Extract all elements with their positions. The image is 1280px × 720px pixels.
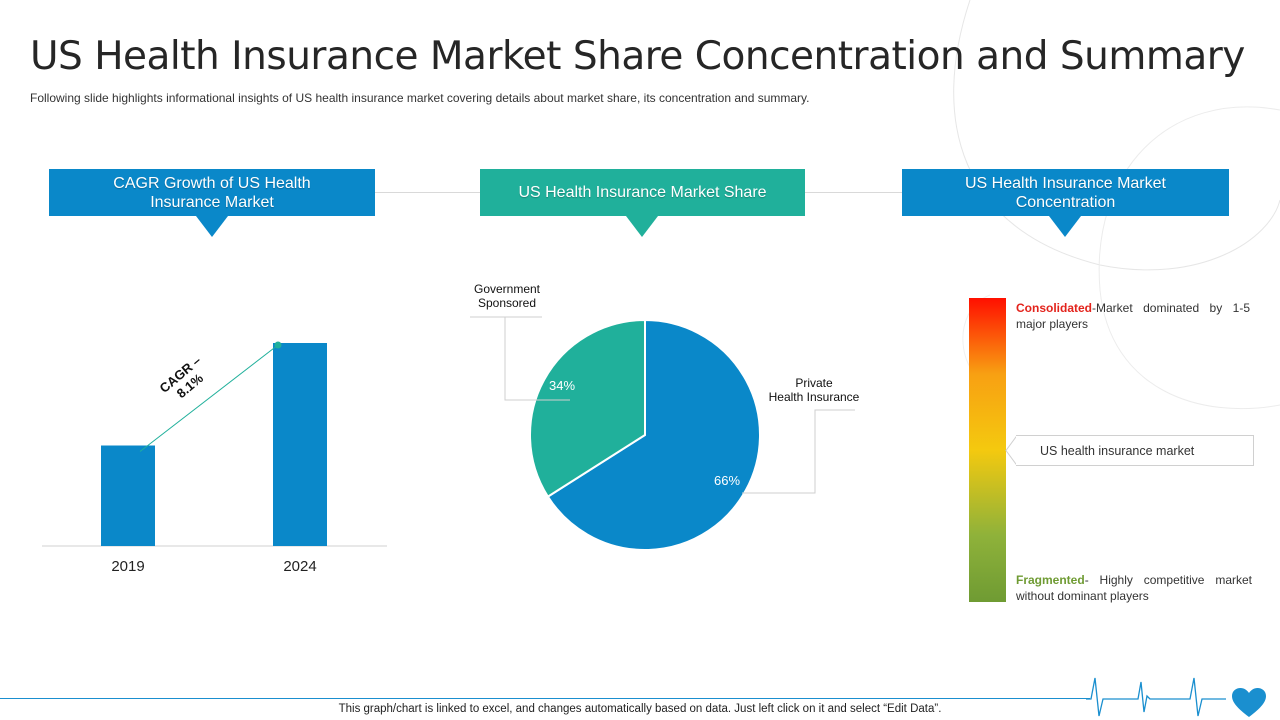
cagr-header: CAGR Growth of US Health Insurance Marke…	[49, 169, 375, 216]
share-header: US Health Insurance Market Share	[480, 169, 805, 216]
cagr-bar-chart: 2019 2024	[42, 341, 387, 575]
cagr-header-pointer	[196, 216, 228, 237]
header-connector	[375, 192, 480, 193]
cagr-header-label: CAGR Growth of US Health Insurance Marke…	[113, 174, 311, 211]
fragmented-text: - Highly competitive market without domi…	[1016, 573, 1252, 603]
pie-percent-label: 66%	[714, 473, 740, 488]
fragmented-label: Fragmented	[1016, 573, 1085, 587]
fragmented-description: Fragmented- Highly competitive market wi…	[1016, 572, 1252, 604]
leader-line-private	[742, 409, 855, 494]
consolidated-text: -Market dominated by 1-5 major players	[1016, 301, 1250, 331]
bar-2024	[273, 343, 327, 546]
pie-slice-private-health-insurance	[546, 318, 761, 551]
footer-divider	[0, 698, 1090, 699]
page-subtitle: Following slide highlights informational…	[30, 91, 810, 105]
heart-icon	[1232, 688, 1266, 717]
concentration-header-label: US Health Insurance Market Concentration	[965, 174, 1166, 211]
consolidated-label: Consolidated	[1016, 301, 1093, 315]
consolidated-description: Consolidated-Market dominated by 1-5 maj…	[1016, 300, 1250, 332]
market-marker-label: US health insurance market	[1040, 443, 1195, 458]
cagr-trend-line	[139, 344, 279, 452]
bar-2019	[101, 445, 155, 546]
header-connector	[805, 192, 902, 193]
x-tick-label: 2019	[111, 558, 144, 575]
heartbeat-icon	[1086, 677, 1226, 717]
cagr-trend-point	[274, 341, 282, 349]
x-tick-label: 2024	[283, 558, 316, 575]
pie-label-private: Private Health Insurance	[768, 376, 860, 404]
footer-note: This graph/chart is linked to excel, and…	[338, 703, 942, 715]
pie-label-government: Government Sponsored	[473, 282, 541, 310]
pie-percent-label: 34%	[549, 378, 575, 393]
share-header-label: US Health Insurance Market Share	[518, 184, 767, 201]
pie-slice-government-sponsored	[529, 318, 646, 499]
concentration-header-pointer	[1049, 216, 1081, 237]
share-header-pointer	[626, 216, 658, 237]
market-marker-callout: US health insurance market	[1016, 435, 1254, 466]
page-title: US Health Insurance Market Share Concent…	[30, 34, 1245, 79]
leader-line-government	[470, 316, 570, 401]
concentration-header: US Health Insurance Market Concentration	[902, 169, 1229, 216]
concentration-gradient-bar	[969, 298, 1006, 602]
market-share-pie-chart: 66% 34%	[470, 316, 855, 551]
